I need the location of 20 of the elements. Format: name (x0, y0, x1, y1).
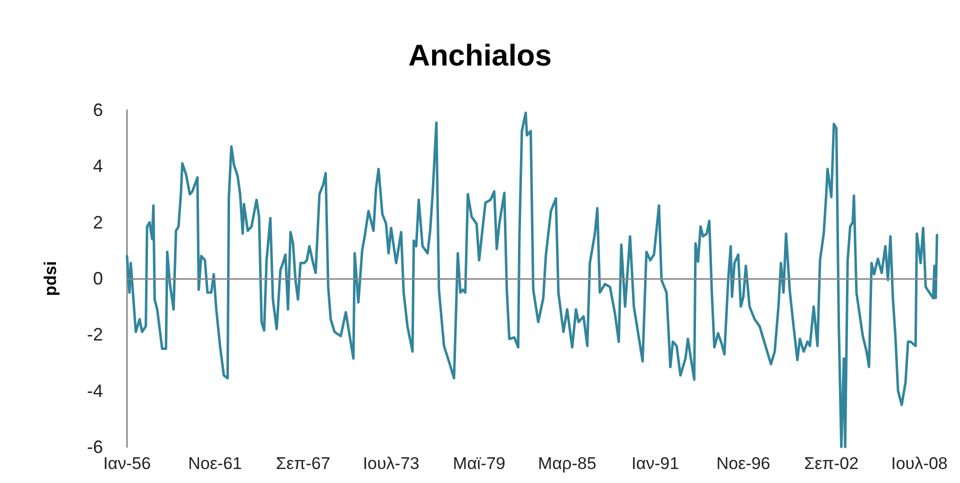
x-tick-label: Νοε-61 (188, 454, 242, 473)
y-tick-label: -2 (86, 324, 103, 345)
x-tick-label: Ιουλ-73 (362, 454, 420, 473)
x-tick-label: Νοε-96 (716, 454, 770, 473)
y-tick-label: 4 (92, 156, 103, 176)
y-tick-label: 2 (92, 212, 103, 232)
y-tick-label: -4 (86, 380, 103, 401)
y-tick-label: -6 (86, 437, 103, 457)
x-tick-label: Μαρ-85 (538, 454, 596, 473)
chart-title: Anchialos (408, 40, 552, 72)
x-tick-label: Ιαν-56 (103, 454, 151, 473)
y-tick-label: 0 (92, 268, 103, 288)
y-axis-title: pdsi (41, 261, 60, 296)
x-tick-label: Ιαν-91 (631, 454, 680, 473)
x-tick-label: Ιουλ-08 (891, 454, 948, 473)
x-tick-label: Μαϊ-79 (452, 454, 506, 473)
x-tick-label: Σεπ-02 (804, 454, 859, 473)
x-tick-label: Σεπ-67 (276, 454, 330, 473)
line-series (126, 112, 938, 448)
y-tick-label: 6 (92, 100, 103, 120)
